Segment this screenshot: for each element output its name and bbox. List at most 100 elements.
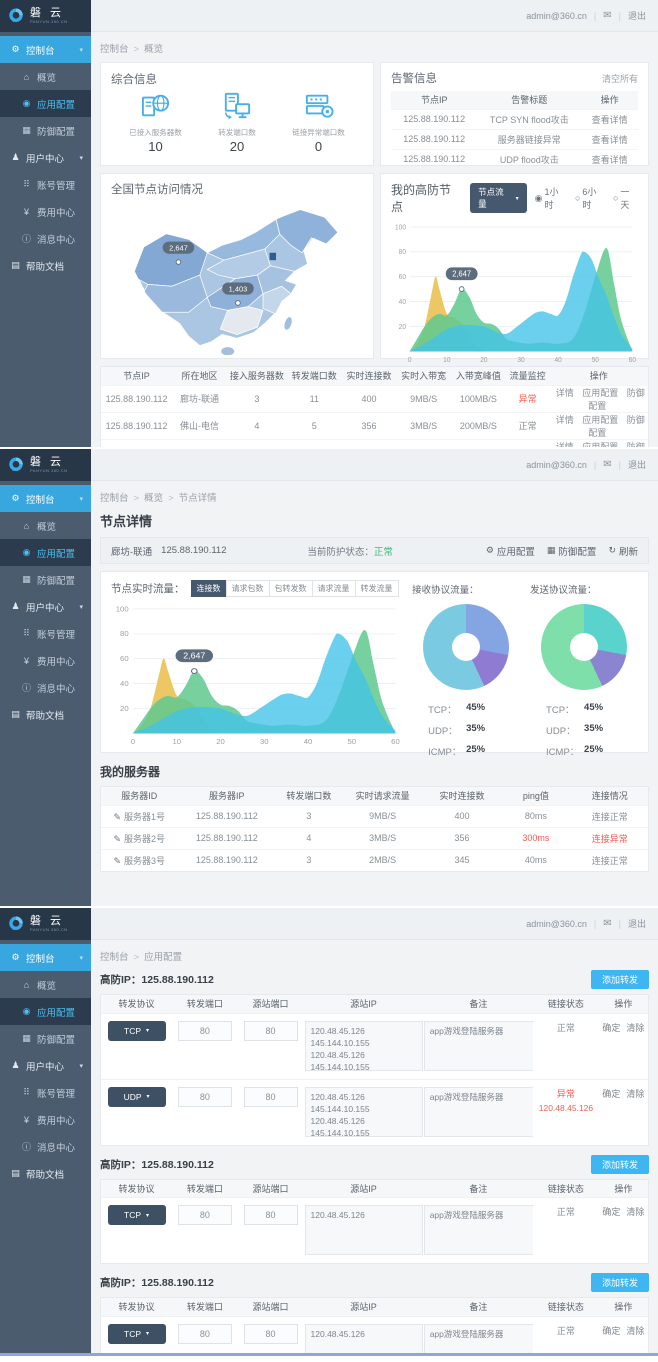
sidebar-item-message-center[interactable]: ⓘ 消息中心 <box>21 1142 76 1154</box>
sidebar-item-app-config[interactable]: ◉ 应用配置 <box>0 998 91 1025</box>
add-forward-button[interactable]: 添加转发 <box>590 1154 649 1174</box>
clear-link[interactable]: 清除 <box>626 1325 645 1336</box>
breadcrumb-item[interactable]: 节点详情 <box>163 493 217 504</box>
sidebar-item-help-doc[interactable]: ▤ 帮助文档 <box>11 1168 65 1181</box>
sidebar-item-defense-config[interactable]: ▦ 防御配置 <box>22 125 76 138</box>
app-config-action[interactable]: ⚙ 应用配置 <box>485 545 535 558</box>
app-config-link[interactable]: 应用配置 <box>582 387 619 398</box>
breadcrumb-item[interactable]: 概览 <box>129 493 164 504</box>
breadcrumb-item[interactable]: 控制台 <box>100 493 129 504</box>
metric-tab[interactable]: 转发流量 <box>354 580 399 597</box>
sidebar-item-user-center[interactable]: ♟ 用户中心 ▾ <box>11 152 83 165</box>
sidebar-item-user-center[interactable]: ♟ 用户中心 ▾ <box>11 601 83 614</box>
sidebar-item-console[interactable]: ⚙ 控制台 ▾ <box>0 944 91 971</box>
origin-port-input[interactable] <box>243 1323 298 1344</box>
clear-link[interactable]: 清除 <box>626 1022 645 1033</box>
note-textarea[interactable]: app游戏登陆服务器 <box>423 1086 534 1137</box>
refresh-action[interactable]: ↻ 刷新 <box>608 545 638 558</box>
confirm-link[interactable]: 确定 <box>602 1207 621 1217</box>
detail-link[interactable]: 详情 <box>555 414 574 425</box>
metric-tab[interactable]: 连接数 <box>190 580 227 597</box>
message-icon[interactable]: ✉ <box>603 10 612 21</box>
breadcrumb-item[interactable]: 控制台 <box>100 952 129 963</box>
sidebar-item-account-mgmt[interactable]: ⠿ 账号管理 <box>0 620 91 647</box>
confirm-link[interactable]: 确定 <box>602 1088 621 1099</box>
logout-link[interactable]: 退出 <box>627 919 646 929</box>
clear-all-link[interactable]: 清空所有 <box>601 73 638 84</box>
detail-link[interactable]: 详情 <box>555 441 574 448</box>
sidebar-item-help-doc[interactable]: ▤ 帮助文档 <box>11 709 65 722</box>
origin-port-input[interactable] <box>243 1086 298 1107</box>
view-detail-link[interactable]: 查看详情 <box>591 114 628 125</box>
detail-link[interactable]: 详情 <box>555 387 574 398</box>
sidebar-item-overview[interactable]: ⌂ 概览 <box>0 971 91 998</box>
logout-link[interactable]: 退出 <box>627 11 646 21</box>
app-config-link[interactable]: 应用配置 <box>582 441 619 448</box>
add-forward-button[interactable]: 添加转发 <box>590 970 649 989</box>
forward-port-input[interactable] <box>177 1323 232 1344</box>
sidebar-item-fee-center[interactable]: ¥ 费用中心 <box>0 647 91 674</box>
sidebar-item-console[interactable]: ⚙ 控制台 ▾ <box>0 36 91 63</box>
metric-tab[interactable]: 请求流量 <box>311 580 356 597</box>
sidebar-item-defense-config[interactable]: ▦ 防御配置 <box>22 574 76 587</box>
origin-ip-textarea[interactable]: 120.48.45.126 <box>304 1323 423 1356</box>
sidebar-item-message-center[interactable]: ⓘ 消息中心 <box>21 234 76 246</box>
sidebar-item-fee-center[interactable]: ¥ 费用中心 <box>0 198 91 225</box>
sidebar-item-account-mgmt[interactable]: ⠿ 账号管理 <box>0 171 91 198</box>
edit-server-icon[interactable]: ✎ <box>113 833 122 844</box>
view-detail-link[interactable]: 查看详情 <box>591 154 628 165</box>
view-detail-link[interactable]: 查看详情 <box>591 134 628 145</box>
sidebar-item-overview[interactable]: ⌂ 概览 <box>0 512 91 539</box>
time-range-radio[interactable]: ◉ 1小时 <box>534 187 559 210</box>
sidebar-item-app-config[interactable]: ◉ 应用配置 <box>0 539 91 566</box>
defense-config-link[interactable]: 防御配置 <box>626 441 645 448</box>
message-icon[interactable]: ✉ <box>603 918 612 929</box>
origin-ip-textarea[interactable]: 120.48.45.126 <box>304 1205 423 1255</box>
origin-port-input[interactable] <box>243 1205 298 1225</box>
forward-port-input[interactable] <box>177 1205 232 1225</box>
breadcrumb-item[interactable]: 概览 <box>129 44 164 55</box>
metric-tab[interactable]: 请求包数 <box>225 580 270 597</box>
logo[interactable]: 磐 云 PANYUN.360.CN <box>0 449 91 481</box>
protocol-select[interactable]: UDP ▾ <box>107 1086 166 1107</box>
protocol-select[interactable]: TCP ▾ <box>107 1323 166 1344</box>
confirm-link[interactable]: 确定 <box>602 1022 621 1033</box>
logout-link[interactable]: 退出 <box>627 460 646 470</box>
clear-link[interactable]: 清除 <box>626 1207 645 1217</box>
sidebar-item-console[interactable]: ⚙ 控制台 ▾ <box>0 485 91 512</box>
sidebar-item-fee-center[interactable]: ¥ 费用中心 <box>0 1106 91 1133</box>
defense-config-action[interactable]: ▦ 防御配置 <box>546 545 597 558</box>
sidebar-item-app-config[interactable]: ◉ 应用配置 <box>0 90 91 117</box>
breadcrumb-item[interactable]: 应用配置 <box>129 952 183 963</box>
forward-port-input[interactable] <box>177 1086 232 1107</box>
origin-port-input[interactable] <box>243 1020 298 1041</box>
message-icon[interactable]: ✉ <box>603 459 612 470</box>
sidebar-item-defense-config[interactable]: ▦ 防御配置 <box>22 1033 76 1046</box>
app-config-link[interactable]: 应用配置 <box>582 414 619 425</box>
protocol-select[interactable]: TCP ▾ <box>107 1020 166 1041</box>
edit-server-icon[interactable]: ✎ <box>113 811 122 822</box>
node-traffic-dropdown[interactable]: 节点流量 ▾ <box>470 183 527 213</box>
confirm-link[interactable]: 确定 <box>602 1325 621 1336</box>
logo[interactable]: 磐 云 PANYUN.360.CN <box>0 0 91 32</box>
sidebar-item-user-center[interactable]: ♟ 用户中心 ▾ <box>11 1060 83 1073</box>
origin-ip-textarea[interactable]: 120.48.45.126 145.144.10.155 120.48.45.1… <box>304 1020 423 1071</box>
logo[interactable]: 磐 云 PANYUN.360.CN <box>0 908 91 940</box>
time-range-radio[interactable]: ○ 一天 <box>612 187 630 210</box>
defense-config-link[interactable]: 防御配置 <box>588 387 645 411</box>
protocol-select[interactable]: TCP ▾ <box>107 1205 166 1225</box>
add-forward-button[interactable]: 添加转发 <box>590 1273 649 1292</box>
note-textarea[interactable]: app游戏登陆服务器 <box>423 1020 534 1071</box>
breadcrumb-item[interactable]: 控制台 <box>100 44 129 55</box>
sidebar-item-account-mgmt[interactable]: ⠿ 账号管理 <box>0 1079 91 1106</box>
sidebar-item-help-doc[interactable]: ▤ 帮助文档 <box>11 260 65 273</box>
note-textarea[interactable]: app游戏登陆服务器 <box>423 1205 534 1255</box>
sidebar-item-message-center[interactable]: ⓘ 消息中心 <box>21 683 76 695</box>
sidebar-item-overview[interactable]: ⌂ 概览 <box>0 63 91 90</box>
defense-config-link[interactable]: 防御配置 <box>588 414 645 438</box>
metric-tab[interactable]: 包转发数 <box>268 580 313 597</box>
edit-server-icon[interactable]: ✎ <box>113 855 122 866</box>
origin-ip-textarea[interactable]: 120.48.45.126 145.144.10.155 120.48.45.1… <box>304 1086 423 1137</box>
note-textarea[interactable]: app游戏登陆服务器 <box>423 1323 534 1356</box>
time-range-radio[interactable]: ○ 6小时 <box>574 187 597 210</box>
